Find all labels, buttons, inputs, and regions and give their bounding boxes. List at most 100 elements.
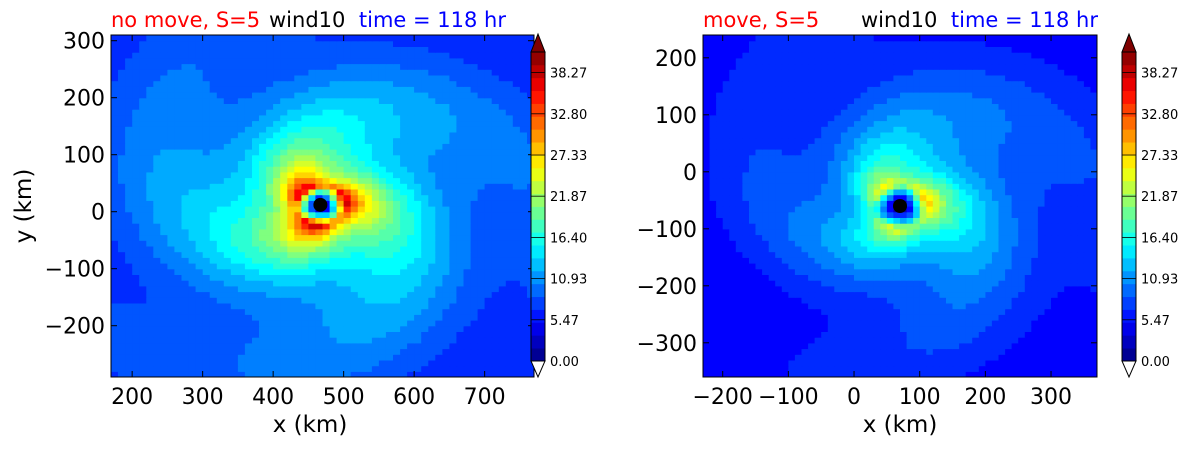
left-field-cell <box>153 297 161 303</box>
left-field-cell <box>520 166 528 172</box>
left-x-tick-label: 500 <box>323 385 365 410</box>
right-field-cell <box>834 314 841 320</box>
left-field-cell <box>449 98 457 104</box>
left-field-cell <box>182 303 190 309</box>
left-field-cell <box>421 360 429 366</box>
right-field-cell <box>972 349 979 355</box>
right-field-cell <box>795 314 802 320</box>
left-field-cell <box>456 189 464 195</box>
left-field-cell <box>139 326 147 332</box>
left-field-cell <box>118 195 126 201</box>
right-field-cell <box>979 257 986 263</box>
right-field-cell <box>880 331 887 337</box>
left-field-cell <box>428 109 436 115</box>
left-field-cell <box>132 331 140 337</box>
right-field-cell <box>703 320 710 326</box>
left-field-cell <box>337 337 345 343</box>
left-field-cell <box>224 92 232 98</box>
left-field-cell <box>520 103 528 109</box>
right-field-cell <box>1005 303 1012 309</box>
left-field-cell <box>203 292 211 298</box>
left-field-cell <box>118 286 126 292</box>
right-field-cell <box>1077 309 1084 315</box>
right-field-cell <box>1051 297 1058 303</box>
left-field-cell <box>464 366 472 372</box>
left-field-cell <box>372 309 380 315</box>
left-field-cell <box>351 64 359 70</box>
left-field-cell <box>506 314 514 320</box>
left-field-cell <box>294 297 302 303</box>
right-field-cell <box>861 274 868 280</box>
left-field-cell <box>315 286 323 292</box>
left-field-cell <box>414 138 422 144</box>
left-field-cell <box>478 252 486 258</box>
left-field-cell <box>471 195 479 201</box>
left-field-cell <box>273 269 281 275</box>
left-field-cell <box>132 46 140 52</box>
right-field-cell <box>1058 331 1065 337</box>
left-field-cell <box>365 138 373 144</box>
left-field-cell <box>182 64 190 70</box>
left-field-cell <box>217 269 225 275</box>
right-field-cell <box>802 252 809 258</box>
right-field-cell <box>1077 360 1084 366</box>
left-field-cell <box>471 303 479 309</box>
left-field-cell <box>125 269 133 275</box>
left-field-cell <box>485 223 493 229</box>
left-field-cell <box>449 240 457 246</box>
left-field-cell <box>167 41 175 47</box>
left-field-cell <box>414 206 422 212</box>
left-field-cell <box>146 178 154 184</box>
left-field-cell <box>294 92 302 98</box>
right-field-cell <box>834 320 841 326</box>
right-field-cell <box>1064 292 1071 298</box>
right-field-cell <box>1077 292 1084 298</box>
left-field-cell <box>358 326 366 332</box>
left-field-cell <box>167 178 175 184</box>
right-field-cell <box>999 292 1006 298</box>
right-field-cell <box>985 314 992 320</box>
right-field-cell <box>802 366 809 372</box>
left-field-cell <box>478 103 486 109</box>
right-field-cell <box>828 366 835 372</box>
left-field-cell <box>337 172 345 178</box>
left-field-cell <box>351 223 359 229</box>
left-field-cell <box>259 178 267 184</box>
right-field-cell <box>907 337 914 343</box>
left-field-cell <box>386 252 394 258</box>
right-field-cell <box>861 343 868 349</box>
left-field-cell <box>365 115 373 121</box>
left-field-cell <box>344 98 352 104</box>
left-field-cell <box>174 314 182 320</box>
right-field-cell <box>742 257 749 263</box>
right-field-cell <box>953 309 960 315</box>
right-field-cell <box>887 263 894 269</box>
right-field-cell <box>1090 314 1097 320</box>
left-field-cell <box>351 178 359 184</box>
left-field-cell <box>351 149 359 155</box>
left-field-cell <box>393 189 401 195</box>
left-field-cell <box>393 217 401 223</box>
left-field-cell <box>379 64 387 70</box>
right-field-cell <box>900 303 907 309</box>
right-field-cell <box>841 349 848 355</box>
right-field-cell <box>815 269 822 275</box>
left-field-cell <box>252 229 260 235</box>
right-field-cell <box>736 292 743 298</box>
left-field-cell <box>344 263 352 269</box>
left-field-cell <box>294 172 302 178</box>
left-field-cell <box>153 206 161 212</box>
right-field-cell <box>742 366 749 372</box>
right-field-cell <box>939 263 946 269</box>
left-field-cell <box>294 354 302 360</box>
left-field-cell <box>182 292 190 298</box>
left-field-cell <box>182 35 190 41</box>
left-field-cell <box>513 292 521 298</box>
left-field-cell <box>224 257 232 263</box>
right-field-cell <box>972 314 979 320</box>
left-field-cell <box>231 252 239 258</box>
left-field-cell <box>365 314 373 320</box>
right-field-cell <box>782 343 789 349</box>
left-field-cell <box>365 263 373 269</box>
left-field-cell <box>280 69 288 75</box>
